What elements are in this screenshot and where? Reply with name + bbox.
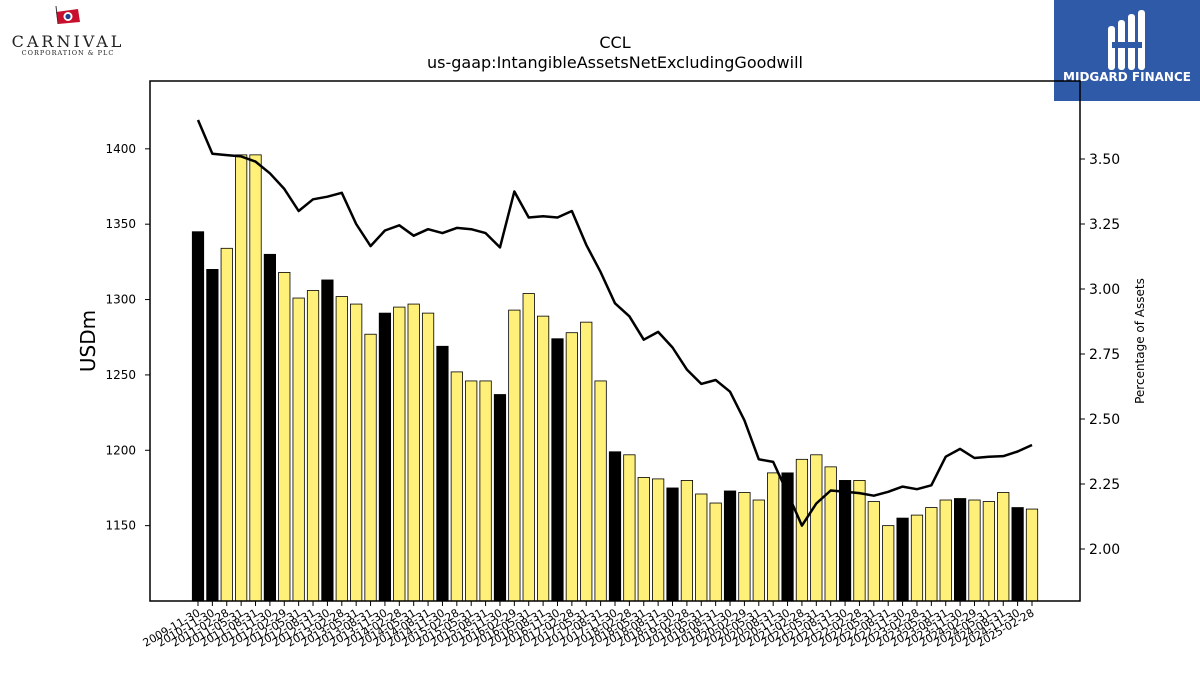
bar-27 <box>565 332 578 602</box>
y-tick-label: 1350 <box>105 217 136 231</box>
y2-tick-label: 3.25 <box>1089 217 1120 233</box>
y-tick-label: 1200 <box>105 443 136 457</box>
bar-58 <box>1011 507 1024 602</box>
midgard-logo: MIDGARD FINANCE <box>1054 0 1200 101</box>
bar-16 <box>407 303 420 602</box>
bar-26 <box>551 338 564 602</box>
bar-41 <box>767 472 780 602</box>
carnival-name: CARNIVAL <box>12 32 125 51</box>
bar-48 <box>867 501 880 602</box>
bar-6 <box>263 253 277 602</box>
bar-47 <box>853 480 866 602</box>
bar-20 <box>465 380 478 602</box>
bar-9 <box>306 290 320 602</box>
bar-2 <box>206 269 219 602</box>
bar-series <box>191 154 1039 602</box>
bar-51 <box>910 514 924 602</box>
bar-43 <box>795 458 809 602</box>
carnival-logo: CARNIVAL CORPORATION & PLC <box>0 0 140 62</box>
bar-22 <box>493 394 507 602</box>
y-tick-label: 1400 <box>105 142 136 156</box>
bar-37 <box>709 502 722 602</box>
bar-8 <box>292 297 305 602</box>
bar-45 <box>824 466 837 602</box>
y-axis-left: 1150 1200 1250 1300 1350 1400 <box>105 142 150 533</box>
line-series <box>196 119 1033 527</box>
bar-24 <box>522 293 535 602</box>
bar-44 <box>810 454 823 602</box>
bar-1 <box>191 231 205 602</box>
bar-15 <box>393 306 406 602</box>
bar-10 <box>321 279 334 602</box>
bar-59 <box>1025 508 1039 602</box>
chart-title: CCL <box>599 33 630 52</box>
bar-25 <box>537 315 550 602</box>
bar-11 <box>335 296 348 602</box>
y-axis-label: USDm <box>76 310 100 372</box>
bar-54 <box>954 498 967 602</box>
bar-17 <box>421 312 435 602</box>
carnival-subtitle: CORPORATION & PLC <box>22 49 115 57</box>
chart-subtitle: us-gaap:IntangibleAssetsNetExcludingGood… <box>427 53 803 72</box>
bar-30 <box>608 451 622 602</box>
midgard-emblem-icon <box>1108 10 1145 70</box>
bar-12 <box>350 303 363 602</box>
bar-32 <box>637 477 650 602</box>
bar-35 <box>680 480 694 602</box>
bar-7 <box>278 272 291 602</box>
bar-56 <box>982 501 995 602</box>
bar-50 <box>896 517 909 602</box>
bar-23 <box>508 309 521 602</box>
bar-31 <box>623 454 636 602</box>
bar-49 <box>882 525 895 602</box>
bar-40 <box>752 499 765 602</box>
midgard-name: MIDGARD FINANCE <box>1063 70 1191 84</box>
bar-57 <box>997 492 1010 602</box>
y-tick-label: 1300 <box>105 293 136 307</box>
y2-tick-label: 2.25 <box>1089 477 1120 493</box>
bar-36 <box>695 493 708 602</box>
bar-38 <box>723 490 737 602</box>
x-axis: 2009-11-302010-11-302011-02-282011-05-31… <box>141 601 1037 650</box>
carnival-flag-icon <box>55 5 80 25</box>
y-axis-right: 2.00 2.25 2.50 2.75 3.00 3.25 3.50 <box>1080 152 1120 558</box>
bar-4 <box>235 154 248 602</box>
bar-52 <box>925 507 938 602</box>
bar-29 <box>594 380 607 602</box>
y2-tick-label: 3.50 <box>1089 152 1120 168</box>
bar-14 <box>378 312 392 602</box>
bar-28 <box>580 321 593 602</box>
bar-55 <box>968 499 981 602</box>
y2-tick-label: 2.75 <box>1089 347 1120 363</box>
bar-19 <box>450 371 463 602</box>
y2-tick-label: 2.00 <box>1089 542 1120 558</box>
bar-46 <box>838 480 852 602</box>
percentage-line <box>196 119 1033 527</box>
bar-3 <box>220 247 233 602</box>
y-tick-label: 1150 <box>105 519 136 533</box>
y2-tick-label: 2.50 <box>1089 412 1120 428</box>
y2-axis-label: Percentage of Assets <box>1133 278 1147 404</box>
y-tick-label: 1250 <box>105 368 136 382</box>
bar-13 <box>364 333 377 602</box>
bar-53 <box>939 499 952 602</box>
bar-34 <box>666 487 679 602</box>
bar-39 <box>738 492 751 602</box>
bar-21 <box>479 380 492 602</box>
bar-5 <box>249 154 262 602</box>
bar-33 <box>652 478 665 602</box>
y2-tick-label: 3.00 <box>1089 282 1120 298</box>
bar-18 <box>436 345 449 602</box>
